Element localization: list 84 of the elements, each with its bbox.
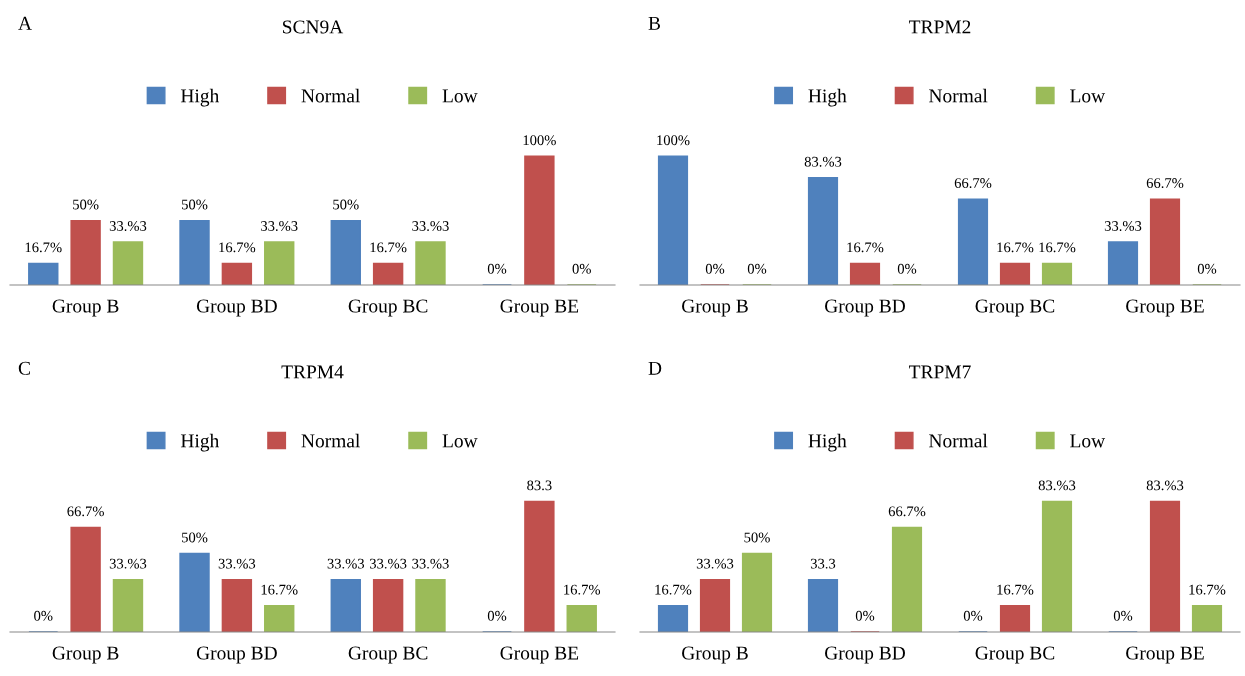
data-label: 16.7% (997, 584, 1034, 595)
data-label: 33.%3 (327, 558, 365, 569)
data-label: 33.%3 (412, 558, 449, 569)
x-tick-label: Group B (682, 646, 748, 664)
data-label: 33.%3 (261, 221, 298, 231)
legend-label: High (180, 433, 220, 452)
data-label: 16.7% (847, 242, 884, 253)
data-label: 16.7% (219, 242, 256, 253)
data-label: 0% (855, 610, 875, 621)
data-label: 16.7% (1039, 242, 1076, 253)
data-label: 16.7% (1189, 584, 1226, 595)
legend-label: Normal (301, 433, 360, 448)
legend-label: Normal (929, 433, 988, 448)
chart-title: TRPM2 (909, 20, 971, 34)
data-label: 33.3 (810, 558, 836, 569)
data-label: 33.%3 (109, 558, 147, 569)
data-label: 50% (744, 532, 770, 543)
x-tick-label: Group BE (1126, 299, 1204, 317)
data-label: 0% (34, 610, 53, 621)
data-label: 0% (1113, 610, 1133, 621)
data-label: 100% (523, 135, 556, 146)
x-tick-label: Group B (52, 299, 119, 317)
data-label: 0% (572, 263, 591, 274)
x-tick-label: Group B (682, 299, 748, 317)
data-label: 33.%3 (696, 558, 734, 569)
data-label: 0% (1197, 263, 1217, 274)
data-label: 83.%3 (804, 156, 842, 167)
x-tick-label: Group BD (825, 646, 905, 664)
data-label: 50% (182, 199, 208, 210)
legend-label: Low (442, 89, 478, 103)
x-tick-label: Group BD (825, 299, 905, 317)
data-label: 50% (333, 199, 359, 210)
chart-title: SCN9A (283, 20, 344, 34)
text: C (18, 361, 30, 375)
legend-label: Low (442, 434, 478, 448)
data-label: 16.7% (655, 584, 692, 595)
data-label: 50% (73, 199, 99, 210)
data-label: 0% (747, 263, 767, 274)
text: A (18, 16, 32, 30)
data-label: 33.%3 (1104, 221, 1142, 231)
data-label: 66.7% (888, 506, 926, 517)
legend-label: High (808, 433, 847, 452)
x-tick-label: Group BE (1126, 646, 1204, 664)
legend-label: Normal (929, 88, 988, 103)
x-tick-label: Group BC (975, 299, 1055, 317)
data-label: 50% (182, 532, 208, 543)
data-label: 16.7% (261, 584, 298, 595)
data-label: 66.7% (67, 506, 104, 517)
data-label: 33.%3 (109, 221, 147, 231)
data-label: 16.7% (997, 242, 1034, 253)
data-label: 16.7% (25, 242, 62, 253)
x-tick-label: Group BE (500, 299, 579, 317)
x-tick-label: Group BC (348, 299, 428, 317)
x-tick-label: Group B (52, 646, 119, 664)
data-label: 83.%3 (1146, 480, 1184, 491)
data-label: 0% (487, 610, 507, 621)
legend-label: Normal (301, 88, 360, 103)
x-tick-label: Group BC (975, 646, 1055, 664)
text: B (648, 16, 661, 30)
data-label: 0% (963, 610, 983, 621)
x-tick-label: Group BE (500, 646, 579, 664)
data-label: 83.3 (527, 480, 552, 491)
x-tick-label: Group BC (348, 646, 428, 664)
text: D (648, 361, 662, 375)
data-label: 66.7% (1146, 178, 1184, 189)
data-label: 100% (657, 135, 690, 146)
data-label: 33.%3 (412, 221, 449, 231)
legend-label: High (808, 88, 847, 107)
data-label: 33.%3 (218, 558, 256, 569)
chart-title: TRPM7 (909, 365, 971, 379)
x-tick-label: Group BD (196, 646, 277, 664)
x-tick-label: Group BD (196, 299, 277, 317)
data-label: 16.7% (564, 584, 601, 595)
data-label: 66.7% (954, 178, 992, 189)
legend-label: Low (1070, 434, 1106, 448)
data-label: 16.7% (370, 242, 407, 253)
legend-label: High (180, 88, 220, 107)
data-label: 0% (897, 263, 917, 274)
data-label: 83.%3 (1038, 480, 1076, 491)
data-label: 0% (705, 263, 725, 274)
chart-title: TRPM4 (281, 365, 344, 379)
data-label: 33.%3 (369, 558, 407, 569)
legend-label: Low (1070, 89, 1106, 103)
data-label: 0% (487, 263, 507, 274)
